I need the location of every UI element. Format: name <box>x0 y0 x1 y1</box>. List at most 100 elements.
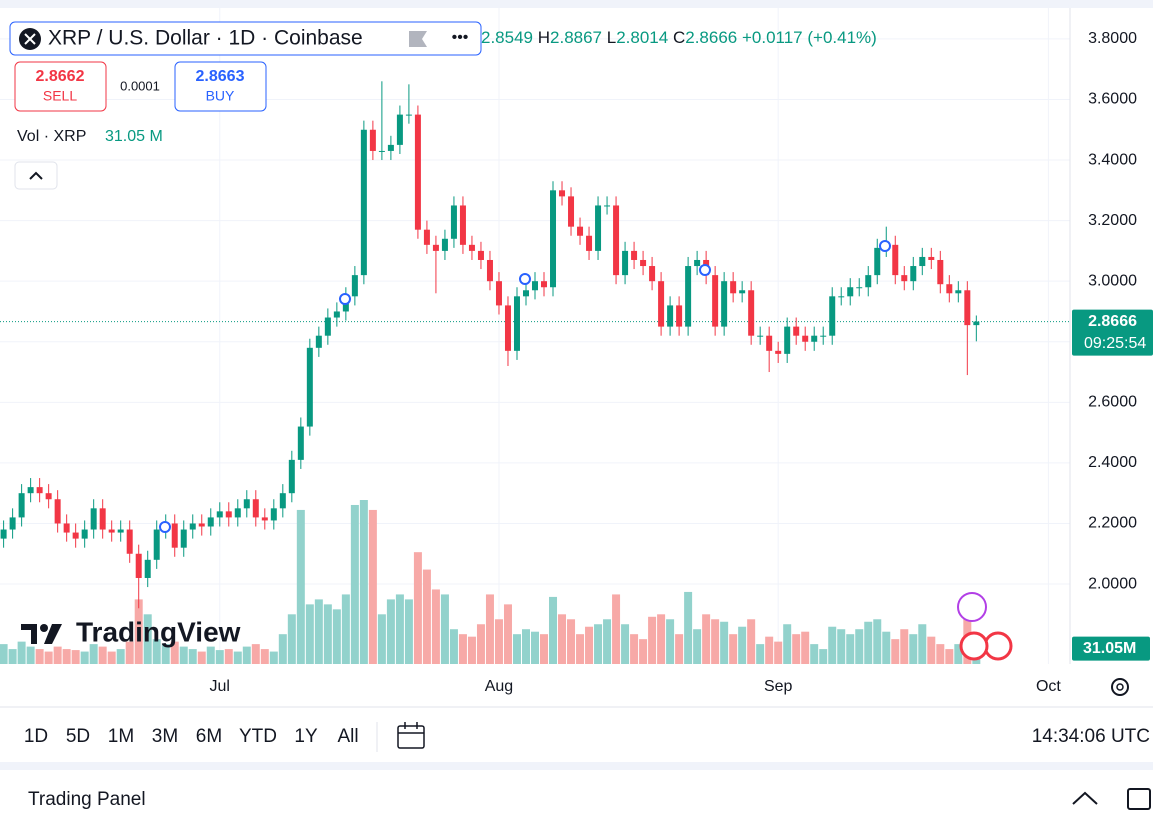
event-marker[interactable] <box>519 273 531 285</box>
candle-body <box>324 317 331 336</box>
spread: 0.0001 <box>120 78 160 93</box>
volume-bar <box>485 594 494 664</box>
symbol-box[interactable] <box>9 21 482 56</box>
y-tick-label: 2.6000 <box>1088 394 1137 411</box>
economic-event-icon[interactable] <box>983 631 1013 661</box>
event-marker[interactable] <box>699 264 711 276</box>
volume-bar <box>720 621 729 664</box>
ohlc-legend: 2.8549 H2.8867 L2.8014 C2.8666 +0.0117 (… <box>481 28 877 47</box>
range-button[interactable]: All <box>337 726 358 747</box>
volume-bar <box>251 644 260 664</box>
event-marker[interactable] <box>159 521 171 533</box>
volume-bar <box>603 619 612 664</box>
volume-bar <box>269 651 278 664</box>
volume-bar <box>350 504 359 664</box>
candle-body <box>577 226 584 236</box>
volume-bar <box>278 634 287 664</box>
panel-maximize-icon[interactable] <box>1127 788 1151 810</box>
candle-body <box>937 259 944 285</box>
event-marker[interactable] <box>339 293 351 305</box>
candle-body <box>766 335 773 351</box>
range-button[interactable]: 6M <box>196 726 222 747</box>
volume-bar <box>107 651 116 664</box>
volume-bar <box>855 629 864 664</box>
candle-body <box>811 335 818 342</box>
price-tag-value: 2.8666 <box>1088 313 1137 330</box>
candle-body <box>946 284 953 294</box>
volume-bar <box>783 624 792 664</box>
volume-bar <box>819 649 828 664</box>
volume-bar <box>594 624 603 664</box>
candle-body <box>721 281 728 327</box>
range-button[interactable]: 1M <box>108 726 134 747</box>
volume-bar <box>233 651 242 664</box>
candle-body <box>27 487 34 494</box>
candle-body <box>676 305 683 327</box>
candle-body <box>865 275 872 288</box>
volume-bar <box>134 599 143 664</box>
volume-bar <box>98 646 107 664</box>
x-tick-label: Jul <box>210 678 230 695</box>
candle-body <box>631 250 638 260</box>
candle-body <box>586 235 593 251</box>
volume-bar <box>765 636 774 664</box>
volume-bar <box>359 500 368 664</box>
news-icon[interactable] <box>957 592 987 622</box>
range-button[interactable]: YTD <box>239 726 277 747</box>
candle-body <box>874 247 881 276</box>
range-button[interactable]: 1Y <box>294 726 318 747</box>
volume-bar <box>287 614 296 664</box>
volume-bar <box>693 629 702 664</box>
calendar-icon-lines <box>398 722 424 734</box>
volume-bar <box>44 651 53 664</box>
candle-body <box>910 266 917 282</box>
candle-body <box>784 326 791 354</box>
candle-body <box>171 523 178 548</box>
event-marker[interactable] <box>879 240 891 252</box>
close-value: 2.8666 <box>685 28 737 47</box>
buy-button[interactable] <box>174 61 267 112</box>
calendar-icon[interactable] <box>397 725 425 749</box>
candle-body <box>351 275 358 297</box>
volume-bar <box>801 631 810 664</box>
volume-bar <box>8 649 17 664</box>
volume-bar <box>62 649 71 664</box>
volume-bar <box>404 599 413 664</box>
high-prefix: H <box>538 28 550 47</box>
volume-bar <box>188 649 197 664</box>
candle-body <box>216 511 223 518</box>
volume-bar <box>80 651 89 664</box>
x-tick-label: Aug <box>485 678 513 695</box>
volume-bar <box>558 614 567 664</box>
range-button[interactable]: 5D <box>66 726 90 747</box>
y-tick-label: 2.2000 <box>1088 515 1137 532</box>
sell-button[interactable] <box>14 61 107 112</box>
range-button[interactable]: 3M <box>152 726 178 747</box>
candle-body <box>297 426 304 460</box>
more-icon[interactable]: ••• <box>452 29 469 46</box>
candle-body <box>225 511 232 518</box>
settings-icon[interactable] <box>1111 678 1129 696</box>
y-tick-label: 3.4000 <box>1088 151 1137 168</box>
candle-body <box>685 266 692 327</box>
volume-bar <box>0 644 8 664</box>
candle-body <box>396 114 403 145</box>
symbol-title: XRP / U.S. Dollar · 1D · Coinbase <box>48 27 363 50</box>
range-button[interactable]: 1D <box>24 726 48 747</box>
candle-body <box>568 196 575 227</box>
panel-expand-icon[interactable] <box>1072 791 1098 805</box>
volume-bar <box>17 641 26 664</box>
flag-icon[interactable] <box>409 31 427 47</box>
candle-body <box>432 244 439 251</box>
low-value: 2.8014 <box>616 28 668 47</box>
economic-event-icon[interactable] <box>959 631 989 661</box>
collapse-button[interactable] <box>14 161 58 190</box>
volume-bar <box>711 619 720 664</box>
event-markers <box>159 240 891 533</box>
candle-body <box>559 190 566 197</box>
volume-bar <box>837 629 846 664</box>
candle-body <box>613 205 620 276</box>
collapse-icon <box>29 171 43 180</box>
candle-body <box>450 205 457 239</box>
